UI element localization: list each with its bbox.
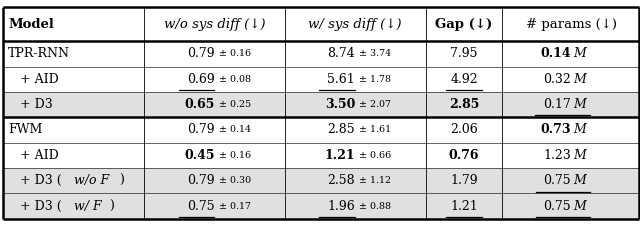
Text: 0.76: 0.76 <box>449 149 479 162</box>
Bar <box>3 193 639 219</box>
Text: 4.92: 4.92 <box>450 73 478 86</box>
Text: w/o sys diff (↓): w/o sys diff (↓) <box>164 18 265 31</box>
Text: ± 0.16: ± 0.16 <box>216 49 251 58</box>
Text: M: M <box>573 47 586 60</box>
Text: + D3: + D3 <box>20 98 52 111</box>
Text: 0.14: 0.14 <box>541 47 572 60</box>
Text: + D3 (: + D3 ( <box>20 174 61 187</box>
Text: 1.79: 1.79 <box>450 174 478 187</box>
Text: 0.69: 0.69 <box>187 73 214 86</box>
Text: ± 0.14: ± 0.14 <box>216 125 251 134</box>
Text: 0.73: 0.73 <box>541 123 572 137</box>
Text: M: M <box>573 98 586 111</box>
Text: 2.85: 2.85 <box>328 123 355 137</box>
Text: ± 2.07: ± 2.07 <box>356 100 392 109</box>
Text: TPR-RNN: TPR-RNN <box>8 47 70 60</box>
Text: 0.79: 0.79 <box>187 123 214 137</box>
Text: M: M <box>573 200 586 213</box>
Text: M: M <box>573 73 586 86</box>
Text: ): ) <box>119 174 124 187</box>
Text: ± 1.12: ± 1.12 <box>356 176 392 185</box>
Text: 0.32: 0.32 <box>543 73 572 86</box>
Text: 2.58: 2.58 <box>328 174 355 187</box>
Text: ± 1.61: ± 1.61 <box>356 125 392 134</box>
Text: 1.21: 1.21 <box>450 200 478 213</box>
Text: ± 0.88: ± 0.88 <box>356 202 392 211</box>
Text: 2.85: 2.85 <box>449 98 479 111</box>
Text: ± 0.25: ± 0.25 <box>216 100 251 109</box>
Bar <box>3 168 639 193</box>
Text: ± 0.16: ± 0.16 <box>216 151 251 160</box>
Text: 0.75: 0.75 <box>543 200 572 213</box>
Text: M: M <box>573 174 586 187</box>
Text: M: M <box>573 149 586 162</box>
Text: w/o F: w/o F <box>74 174 109 187</box>
Text: 0.65: 0.65 <box>184 98 214 111</box>
Text: FWM: FWM <box>8 123 43 137</box>
Text: 0.79: 0.79 <box>187 47 214 60</box>
Text: ± 0.08: ± 0.08 <box>216 75 251 84</box>
Text: # params (↓): # params (↓) <box>525 18 617 31</box>
Text: 2.06: 2.06 <box>450 123 478 137</box>
Text: 7.95: 7.95 <box>451 47 477 60</box>
Text: ± 1.78: ± 1.78 <box>356 75 392 84</box>
Text: + D3 (: + D3 ( <box>20 200 61 213</box>
Text: ): ) <box>109 200 114 213</box>
Text: ± 0.17: ± 0.17 <box>216 202 251 211</box>
Text: 3.50: 3.50 <box>325 98 355 111</box>
Text: ± 0.30: ± 0.30 <box>216 176 251 185</box>
Text: 0.75: 0.75 <box>543 174 572 187</box>
Bar <box>3 92 639 117</box>
Text: 8.74: 8.74 <box>328 47 355 60</box>
Text: 1.96: 1.96 <box>328 200 355 213</box>
Text: M: M <box>573 123 586 137</box>
Text: w/ sys diff (↓): w/ sys diff (↓) <box>308 18 402 31</box>
Text: w/ F: w/ F <box>74 200 101 213</box>
Text: 0.75: 0.75 <box>187 200 214 213</box>
Text: ± 0.66: ± 0.66 <box>356 151 392 160</box>
Text: 0.45: 0.45 <box>184 149 214 162</box>
Text: + AID: + AID <box>20 73 59 86</box>
Text: 1.21: 1.21 <box>324 149 355 162</box>
Text: 0.17: 0.17 <box>543 98 572 111</box>
Text: + AID: + AID <box>20 149 59 162</box>
Text: 5.61: 5.61 <box>328 73 355 86</box>
Text: 0.79: 0.79 <box>187 174 214 187</box>
Text: Gap (↓): Gap (↓) <box>435 18 493 31</box>
Text: Model: Model <box>8 18 54 31</box>
Text: 1.23: 1.23 <box>543 149 572 162</box>
Text: ± 3.74: ± 3.74 <box>356 49 392 58</box>
